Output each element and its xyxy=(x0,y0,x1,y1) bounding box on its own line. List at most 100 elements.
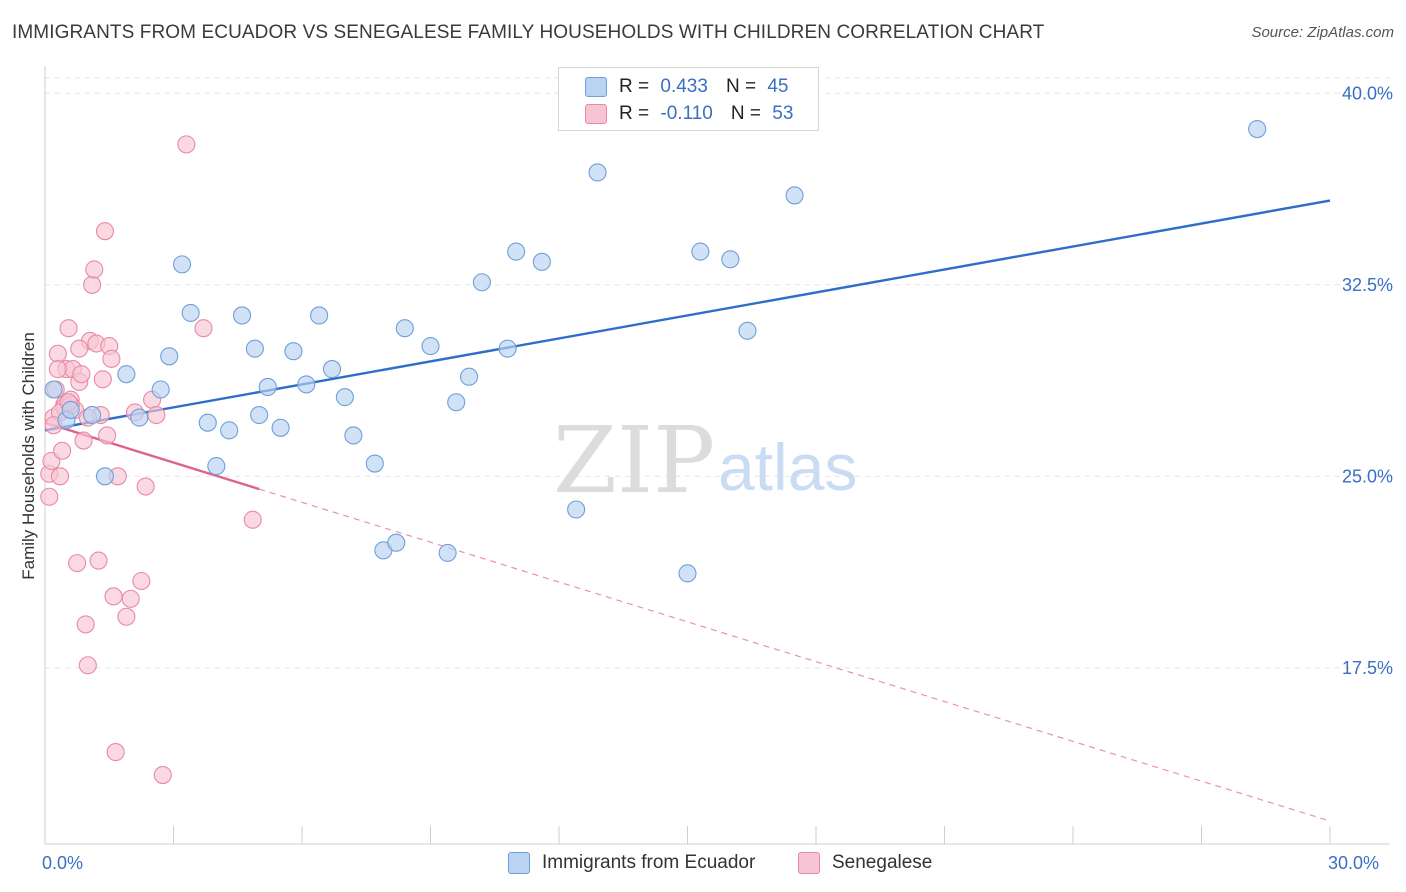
point-ecuador xyxy=(44,380,63,399)
point-ecuador xyxy=(198,413,217,432)
point-senegal xyxy=(106,743,125,762)
point-ecuador xyxy=(472,273,491,292)
point-senegal xyxy=(95,222,115,241)
point-ecuador xyxy=(284,342,303,361)
legend-n-label: N = xyxy=(730,103,761,124)
point-ecuador xyxy=(421,337,440,356)
watermark: ZIP atlas xyxy=(553,407,857,514)
legend-row-senegal: R = -0.110 N = 53 xyxy=(585,102,793,126)
point-ecuador xyxy=(335,388,354,407)
point-senegal xyxy=(78,656,97,675)
point-ecuador xyxy=(588,163,607,182)
point-senegal xyxy=(177,135,196,154)
legend-r-label: R = xyxy=(619,76,650,97)
point-senegal xyxy=(59,319,78,338)
point-ecuador xyxy=(344,426,363,445)
point-senegal xyxy=(98,426,117,445)
legend-row-ecuador: R = 0.433 N = 45 xyxy=(585,75,788,99)
point-ecuador xyxy=(250,405,269,425)
point-ecuador xyxy=(438,543,457,562)
point-ecuador xyxy=(738,321,757,340)
point-ecuador xyxy=(365,454,384,473)
point-ecuador xyxy=(1248,119,1267,139)
legend-n-value: 53 xyxy=(772,103,794,124)
point-ecuador xyxy=(117,365,136,384)
source-label: Source: ZipAtlas.com xyxy=(1251,24,1394,41)
point-ecuador xyxy=(207,457,226,476)
legend-swatch-ecuador xyxy=(585,77,607,97)
point-ecuador xyxy=(310,306,329,325)
bottom-legend-senegal[interactable]: Senegalese xyxy=(798,852,932,874)
stats-legend: R = 0.433 N = 45 R = -0.110 N = 53 xyxy=(558,67,819,131)
bottom-legend-swatch-senegal xyxy=(798,852,820,874)
y-tick-label: 17.5% xyxy=(1342,658,1393,678)
point-ecuador xyxy=(297,375,316,394)
point-ecuador xyxy=(232,306,252,325)
watermark-atlas: atlas xyxy=(718,430,857,504)
point-ecuador xyxy=(95,467,115,486)
point-ecuador xyxy=(151,380,170,399)
point-senegal xyxy=(74,431,93,450)
point-senegal xyxy=(50,467,70,486)
x-tick-label-end: 30.0% xyxy=(1328,853,1379,873)
y-axis-title: Family Households with Children xyxy=(19,332,38,580)
point-senegal xyxy=(153,766,172,785)
point-ecuador xyxy=(258,377,277,396)
point-ecuador xyxy=(459,367,479,386)
legend-n-label: N = xyxy=(725,76,757,97)
data-points xyxy=(40,119,1267,785)
point-ecuador xyxy=(532,252,551,271)
legend-swatch-senegal xyxy=(585,104,607,124)
point-ecuador xyxy=(160,347,179,366)
point-senegal xyxy=(72,365,91,384)
point-ecuador xyxy=(322,360,342,379)
point-senegal xyxy=(132,571,151,591)
point-senegal xyxy=(40,487,59,506)
y-tick-labels: 17.5% 25.0% 32.5% 40.0% xyxy=(1342,83,1393,678)
point-ecuador xyxy=(395,319,414,338)
point-senegal xyxy=(194,319,213,338)
x-tick-label-start: 0.0% xyxy=(42,853,83,873)
point-ecuador xyxy=(83,405,102,425)
point-senegal xyxy=(48,360,67,379)
point-ecuador xyxy=(507,242,526,261)
y-tick-label: 40.0% xyxy=(1342,83,1393,103)
point-senegal xyxy=(121,589,140,608)
point-ecuador xyxy=(691,242,710,261)
point-ecuador xyxy=(567,500,586,519)
point-senegal xyxy=(243,510,262,529)
bottom-legend-ecuador[interactable]: Immigrants from Ecuador xyxy=(508,852,755,874)
legend-r-value: 0.433 xyxy=(660,76,708,97)
bottom-legend-label-ecuador: Immigrants from Ecuador xyxy=(542,852,756,873)
point-senegal xyxy=(48,344,67,363)
point-senegal xyxy=(70,339,89,358)
chart-title: IMMIGRANTS FROM ECUADOR VS SENEGALESE FA… xyxy=(12,22,1045,43)
point-ecuador xyxy=(678,564,697,583)
point-ecuador xyxy=(245,339,264,358)
point-senegal xyxy=(93,370,112,389)
bottom-legend-swatch-ecuador xyxy=(508,852,530,874)
point-ecuador xyxy=(181,303,200,322)
legend-n-value: 45 xyxy=(767,76,789,97)
point-ecuador xyxy=(785,186,804,205)
point-ecuador xyxy=(271,418,290,437)
point-senegal xyxy=(85,260,104,279)
point-senegal xyxy=(147,405,166,425)
watermark-zip: ZIP xyxy=(553,407,715,514)
point-senegal xyxy=(68,554,87,573)
y-tick-label: 25.0% xyxy=(1342,466,1393,486)
point-ecuador xyxy=(61,400,80,419)
grid-lines xyxy=(45,77,1390,669)
legend-r-label: R = xyxy=(619,103,650,124)
point-senegal xyxy=(104,587,123,606)
trend-line-extension-senegal xyxy=(258,488,1331,822)
point-ecuador xyxy=(387,533,406,552)
y-tick-label: 32.5% xyxy=(1342,275,1393,295)
point-senegal xyxy=(136,477,155,496)
point-ecuador xyxy=(447,393,466,412)
point-senegal xyxy=(76,615,95,634)
bottom-legend-label-senegal: Senegalese xyxy=(832,852,933,873)
trend-line-ecuador xyxy=(44,199,1331,432)
point-senegal xyxy=(117,607,136,626)
